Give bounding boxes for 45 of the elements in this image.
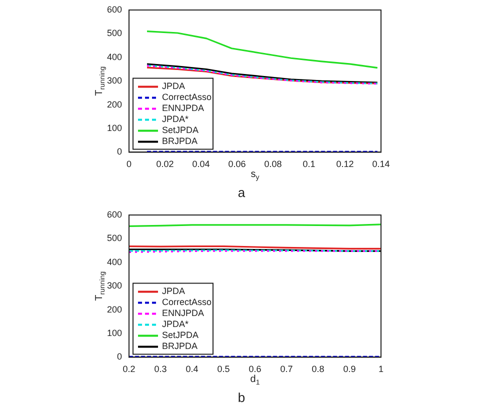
legend-label: CorrectAsso <box>162 297 212 308</box>
legend-label: BRJPDA <box>162 341 198 352</box>
y-tick-label: 200 <box>106 304 122 314</box>
y-tick-label: 0 <box>117 146 122 157</box>
y-tick-label: 100 <box>106 328 122 338</box>
y-tick-label: 500 <box>106 233 122 244</box>
legend-label: JPDA <box>162 286 186 296</box>
x-tick-label: 0.9 <box>343 364 356 374</box>
legend-label: ENNJPDA <box>162 308 204 318</box>
x-tick-label: 0.08 <box>264 159 282 170</box>
x-tick-label: 0 <box>126 159 132 170</box>
x-tick-label: 0.3 <box>154 364 167 374</box>
x-tick-label: 0.8 <box>312 364 324 374</box>
x-tick-label: 0.1 <box>302 159 316 170</box>
legend-label: BRJPDA <box>162 136 198 146</box>
x-tick-label: 0.5 <box>217 364 230 374</box>
y-tick-label: 600 <box>106 209 122 220</box>
x-tick-label: 0.02 <box>156 159 174 170</box>
text: b <box>236 390 246 405</box>
y-tick-label: 400 <box>106 52 122 62</box>
y-tick-label: 300 <box>106 280 122 291</box>
legend-label: ENNJPDA <box>162 103 204 114</box>
x-tick-label: 0.6 <box>248 364 262 374</box>
x-tick-label: 0.04 <box>192 159 210 170</box>
y-tick-label: 300 <box>106 76 122 86</box>
x-tick-label: 0.4 <box>186 364 198 374</box>
x-tick-label: 0.12 <box>336 159 354 170</box>
y-tick-label: 100 <box>106 122 122 133</box>
text: a <box>236 185 246 200</box>
x-tick-label: 0.06 <box>228 159 246 170</box>
y-tick-label: 600 <box>106 4 122 14</box>
legend-label: SetJPDA <box>162 330 199 340</box>
legend-label: CorrectAsso <box>162 92 212 102</box>
x-tick-label: 0.7 <box>280 364 293 374</box>
x-tick-label: 0.2 <box>122 364 136 374</box>
y-tick-label: 200 <box>106 99 122 110</box>
legend-label: JPDA* <box>162 114 190 124</box>
y-tick-label: 500 <box>106 28 122 38</box>
y-tick-label: 0 <box>117 352 122 362</box>
legend-label: SetJPDA <box>162 125 199 136</box>
legend-label: JPDA <box>162 81 186 92</box>
y-tick-label: 400 <box>106 256 122 267</box>
legend-label: JPDA* <box>162 319 190 330</box>
x-tick-label: 1 <box>378 364 384 374</box>
x-tick-label: 0.14 <box>372 159 390 170</box>
